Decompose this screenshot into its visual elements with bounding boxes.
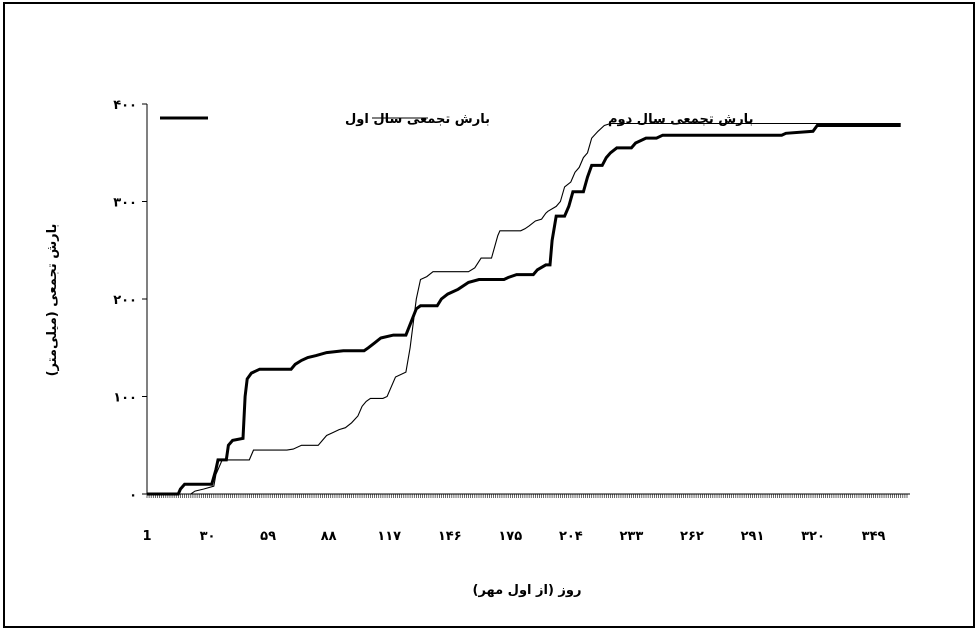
x-tick-label: ۵۹ bbox=[260, 529, 276, 544]
x-tick-label: ۲۰۴ bbox=[559, 529, 583, 544]
x-tick-label: ۸۸ bbox=[321, 529, 337, 544]
y-tick-label: ۱۰۰ bbox=[113, 391, 137, 406]
x-tick-label: ۳۲۰ bbox=[801, 529, 825, 544]
legend: بارش تجمعی سال دوم بارش تجمعی سال اول bbox=[160, 112, 753, 127]
x-minor-ticks bbox=[146, 494, 908, 498]
x-tick-label: ۳۴۹ bbox=[862, 529, 886, 544]
y-tick-label: ۰ bbox=[129, 488, 137, 503]
series-line-1 bbox=[147, 124, 901, 496]
series-line-2 bbox=[147, 122, 901, 495]
x-tick-label: ۳۰ bbox=[200, 529, 216, 544]
legend-label-series-1: بارش تجمعی سال اول bbox=[345, 112, 490, 127]
y-tick-label: ۴۰۰ bbox=[113, 98, 137, 113]
series-layer bbox=[147, 122, 901, 496]
x-tick-label: ۱۱۷ bbox=[377, 529, 401, 544]
y-tick-label: ۲۰۰ bbox=[113, 293, 137, 308]
x-axis-label: روز (از اول مهر) bbox=[473, 583, 582, 598]
x-tick-labels: 1 ۳۰ ۵۹ ۸۸ ۱۱۷ ۱۴۶ ۱۷۵ ۲۰۴ ۲۳۳ ۲۶۲ ۲۹۱ ۳۲۰ ۳۴۹ bbox=[142, 529, 885, 544]
chart-frame bbox=[3, 2, 975, 628]
x-tick-label: ۲۹۱ bbox=[741, 529, 765, 544]
y-tick-label: ۳۰۰ bbox=[113, 196, 137, 211]
x-tick-label: ۱۴۶ bbox=[438, 529, 462, 544]
x-tick-label: ۲۳۳ bbox=[619, 529, 643, 544]
x-tick-label: 1 bbox=[142, 529, 151, 544]
x-tick-label: ۱۷۵ bbox=[498, 529, 522, 544]
y-axis-label: بارش تجمعی (میلی‌متر) bbox=[45, 224, 60, 377]
legend-label-series-2: بارش تجمعی سال دوم bbox=[608, 112, 753, 127]
y-ticks: ۰ ۱۰۰ ۲۰۰ ۳۰۰ ۴۰۰ bbox=[113, 98, 147, 503]
x-tick-label: ۲۶۲ bbox=[680, 529, 704, 544]
